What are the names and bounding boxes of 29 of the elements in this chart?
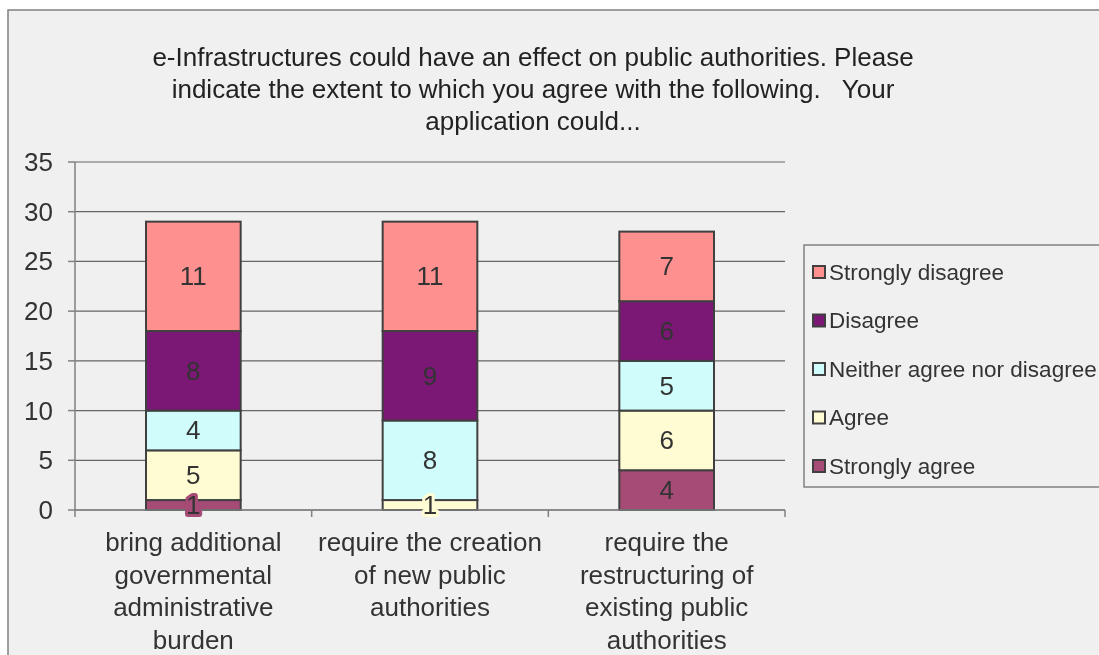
y-tick-label: 15 [24, 345, 53, 376]
data-label: 9 [422, 360, 438, 391]
y-tick-label: 25 [24, 246, 53, 277]
y-tick-label: 5 [38, 445, 53, 476]
data-label: 6 [659, 316, 674, 347]
legend-label: Strongly agree [829, 453, 976, 479]
data-label: 11 [179, 261, 207, 292]
data-label: 5 [186, 460, 201, 491]
y-tick-label: 35 [24, 147, 53, 177]
y-tick-label: 0 [38, 495, 53, 525]
legend-label: Strongly disagree [829, 259, 1005, 285]
data-label: 5 [659, 370, 674, 401]
x-tick-label: require the creation of new public authorities [317, 527, 543, 622]
x-tick-label: require the restructuring of existing public authorities [579, 527, 755, 655]
data-label: 6 [659, 425, 674, 456]
data-label: 4 [186, 415, 201, 446]
data-label: 7 [659, 251, 674, 282]
x-tick-label: bring additional governmental administrative burden [105, 527, 282, 655]
legend-label: Agree [829, 405, 890, 430]
y-tick-label: 20 [24, 296, 53, 327]
legend-label: Neither agree nor disagree [829, 356, 1097, 382]
data-label: 8 [422, 445, 438, 476]
data-label: 11 [416, 261, 444, 292]
legend-label: Disagree [829, 308, 920, 333]
chart-title: e-Infrastructures could have an effect on public authorities. Please indicate the extent to which you agree with the following. Your application could... [152, 42, 914, 136]
y-tick-label: 10 [24, 395, 53, 426]
data-label: 4 [659, 475, 674, 506]
y-tick-label: 30 [24, 196, 53, 227]
data-label: 8 [186, 355, 201, 386]
